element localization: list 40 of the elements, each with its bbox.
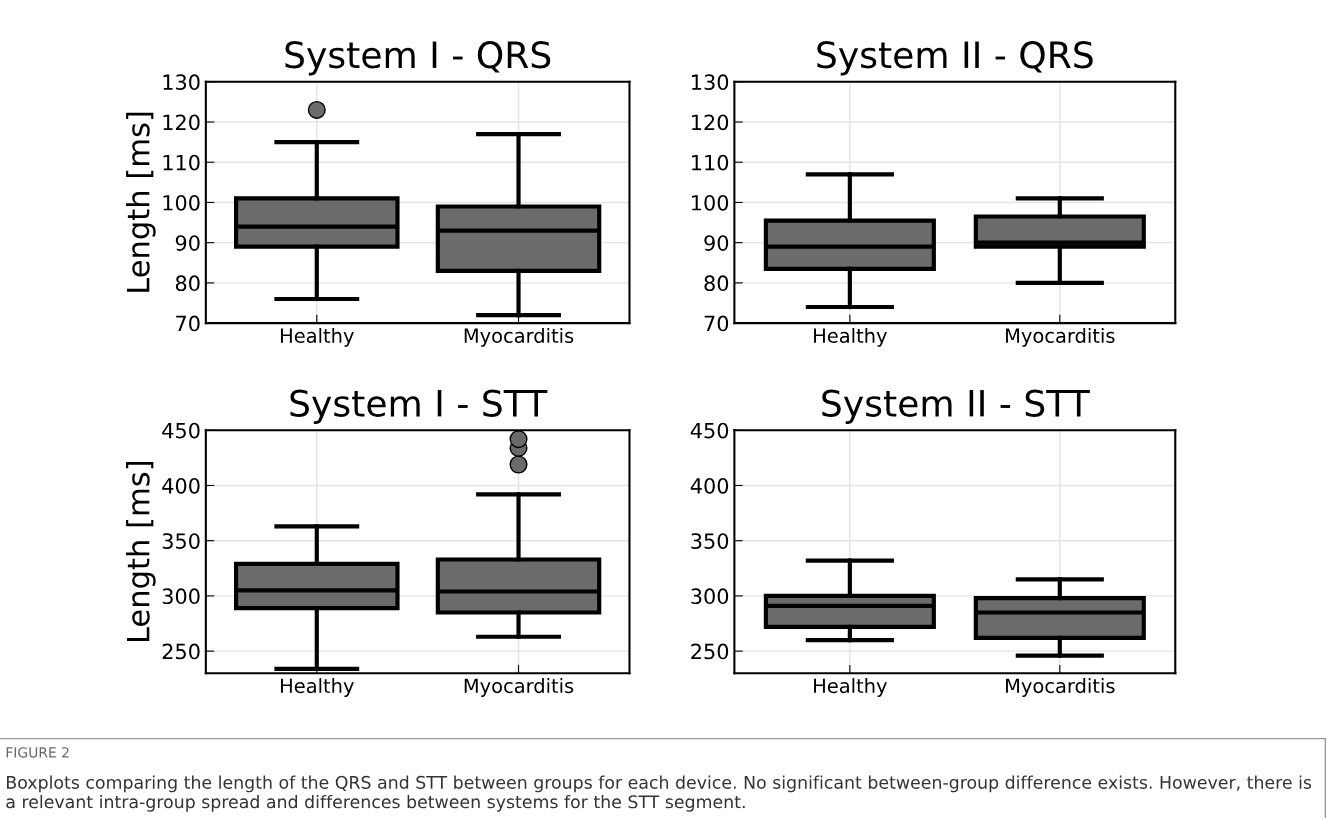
x-tick-label: Healthy: [281, 678, 354, 697]
y-tick-label: 110: [692, 154, 729, 171]
y-tick-label: 450: [162, 422, 200, 439]
y-tick-label: 250: [691, 643, 729, 660]
x-tick-label: Healthy: [814, 327, 887, 347]
y-tick-label: 400: [690, 477, 729, 494]
y-tick-label: 90: [704, 235, 729, 251]
y-tick-label: 100: [163, 194, 200, 211]
caption: FIGURE 2: [6, 747, 69, 758]
y-tick-label: 90: [175, 235, 200, 251]
y-tick-label: 350: [162, 533, 200, 549]
y-tick-label: 120: [163, 114, 200, 131]
chart-title: System II - STT: [822, 389, 1090, 424]
y-tick-label: 110: [163, 154, 200, 171]
y-tick-label: 120: [692, 114, 729, 131]
y-axis-title: Length [ms]: [126, 462, 156, 642]
text: Boxplots comparing the length of the QRS and STT between groups for each device. No significant between-group difference exists. However, there is a relevant intra-group spread and differences between systems for the STT segment.: [6, 775, 1312, 812]
x-tick-label: Healthy: [814, 678, 887, 697]
x-tick-label: Myocarditis: [464, 327, 574, 347]
chart-title: System I - STT: [290, 389, 548, 424]
y-tick-label: 130: [692, 74, 729, 91]
y-tick-label: 400: [162, 477, 200, 494]
y-tick-label: 300: [691, 588, 729, 605]
chart-title: System II - QRS: [817, 41, 1093, 76]
x-tick-label: Healthy: [281, 327, 354, 347]
y-tick-label: 80: [175, 275, 200, 292]
y-tick-label: 130: [163, 74, 200, 91]
y-tick-label: 80: [704, 275, 729, 292]
x-tick-label: Myocarditis: [1006, 678, 1115, 697]
x-tick-label: Myocarditis: [1006, 327, 1115, 347]
y-tick-label: 70: [176, 315, 200, 332]
y-tick-label: 250: [162, 643, 200, 660]
chart-title: System I - QRS: [285, 41, 551, 76]
y-tick-label: 450: [690, 422, 729, 439]
x-tick-label: Myocarditis: [464, 678, 574, 697]
y-tick-label: 300: [162, 588, 200, 605]
y-axis-title: Length [ms]: [126, 112, 156, 292]
y-tick-label: 350: [691, 533, 729, 549]
y-tick-label: 70: [704, 315, 729, 332]
y-tick-label: 100: [692, 194, 729, 211]
